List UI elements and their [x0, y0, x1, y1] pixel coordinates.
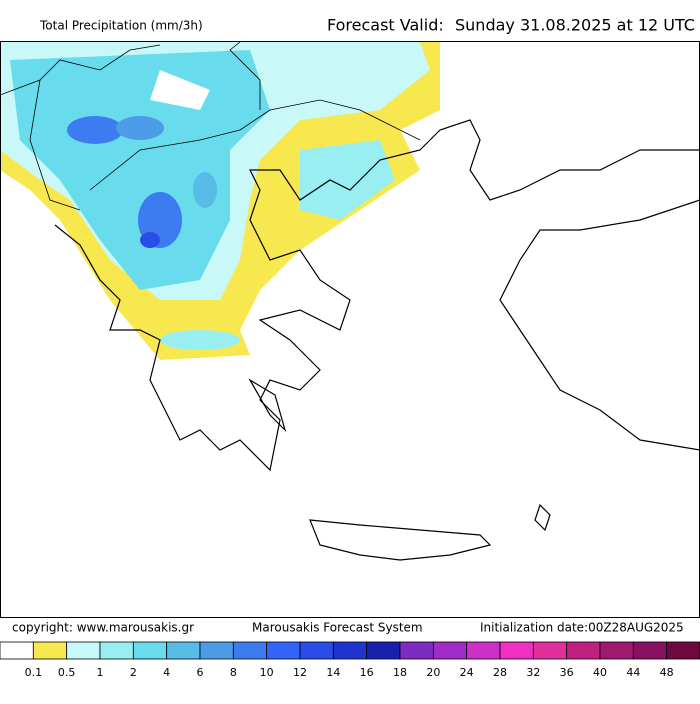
map-title: Total Precipitation (mm/3h): [39, 19, 203, 33]
legend-swatch: [666, 641, 700, 660]
legend-swatch: [566, 641, 601, 660]
legend-label: 32: [526, 666, 540, 679]
legend-swatch: [199, 641, 234, 660]
legend-swatch: [532, 641, 568, 660]
legend-label: 8: [230, 666, 237, 679]
legend-swatch: [232, 641, 268, 660]
legend-label: 2: [130, 666, 137, 679]
legend-swatch: [0, 641, 34, 660]
legend-swatch: [66, 641, 101, 660]
legend-label: 1: [97, 666, 104, 679]
init-date: Initialization date:00Z28AUG2025: [480, 621, 684, 635]
legend-label: 16: [360, 666, 374, 679]
legend-label: 12: [293, 666, 307, 679]
legend-swatch: [366, 641, 401, 660]
legend-swatch: [32, 641, 68, 660]
legend-label: 44: [626, 666, 640, 679]
legend: 0.1 0.5 1 2 4 6 8 10 12 14 16 18 20 24 28 32 36 40 44 48: [0, 641, 700, 679]
legend-swatch: [432, 641, 468, 660]
legend-swatch: [632, 641, 668, 660]
legend-swatch: [132, 641, 168, 660]
system-name: Marousakis Forecast System: [252, 621, 423, 635]
legend-label: 10: [260, 666, 274, 679]
legend-swatch: [299, 641, 334, 660]
legend-label: 20: [426, 666, 440, 679]
legend-label: 40: [593, 666, 607, 679]
legend-label: 18: [393, 666, 407, 679]
legend-label: 48: [660, 666, 674, 679]
legend-label: 36: [560, 666, 574, 679]
legend-swatch: [399, 641, 434, 660]
legend-label: 0.1: [25, 666, 43, 679]
coastlines: [54, 119, 700, 561]
legend-swatch: [266, 641, 301, 660]
legend-swatch: [499, 641, 534, 660]
legend-swatch: [599, 641, 634, 660]
legend-swatch: [332, 641, 368, 660]
precip-field: [0, 42, 440, 360]
legend-label: 14: [326, 666, 340, 679]
legend-swatch: [166, 641, 201, 660]
legend-label: 6: [197, 666, 204, 679]
borders: [0, 41, 421, 211]
legend-swatch: [99, 641, 134, 660]
legend-label: 0.5: [58, 666, 76, 679]
legend-label: 24: [460, 666, 474, 679]
valid-label: Forecast Valid:: [327, 16, 444, 35]
valid-value: Sunday 31.08.2025 at 12 UTC: [455, 16, 695, 35]
copyright: copyright: www.marousakis.gr: [12, 621, 194, 635]
legend-label: 28: [493, 666, 507, 679]
legend-swatch: [466, 641, 501, 660]
legend-label: 4: [163, 666, 170, 679]
